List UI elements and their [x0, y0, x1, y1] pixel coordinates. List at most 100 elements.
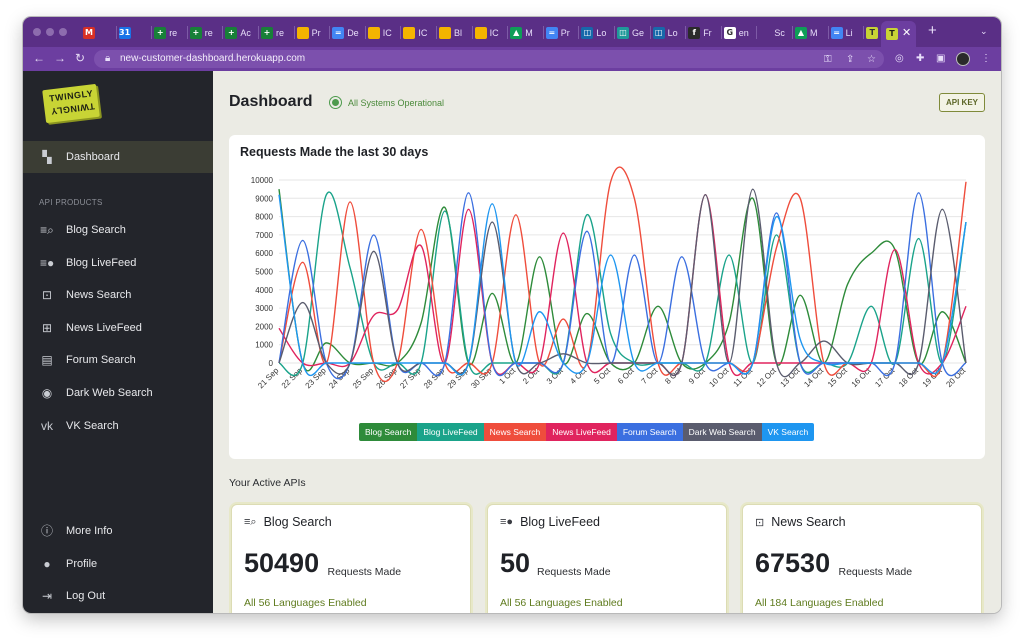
series-line-news-search: [278, 166, 967, 383]
y-tick-label: 4000: [255, 286, 273, 295]
legend-item[interactable]: Forum Search: [616, 423, 683, 441]
sidebar-item-dark-web-search[interactable]: ◉ Dark Web Search: [23, 377, 213, 409]
sheets-icon: +: [154, 27, 167, 39]
legend-item[interactable]: Blog LiveFeed: [417, 423, 484, 441]
extensions-puzzle-icon[interactable]: ✚: [916, 53, 925, 64]
browser-tab[interactable]: ◫ Ge: [617, 25, 644, 41]
legend-item[interactable]: Dark Web Search: [682, 423, 762, 441]
api-card[interactable]: ≡● Blog LiveFeed 50 Requests Made All 56 Lan…: [487, 504, 727, 613]
sidebar-item-dashboard[interactable]: ▚ Dashboard: [23, 141, 213, 173]
x-tick-label: 7 Oct: [640, 366, 660, 386]
api-key-button[interactable]: API KEY: [938, 93, 985, 112]
loop-icon: ◫: [652, 27, 665, 39]
reload-icon[interactable]: ↻: [75, 51, 86, 65]
y-tick-label: 8000: [255, 213, 273, 222]
api-request-count-label: Requests Made: [838, 566, 913, 578]
browser-tab[interactable]: f Fr: [688, 25, 712, 41]
key-icon[interactable]: ⚿: [824, 54, 832, 65]
maximize-window-button[interactable]: [59, 28, 67, 36]
close-window-button[interactable]: [33, 28, 41, 36]
browser-tab[interactable]: ▲ M: [510, 25, 533, 41]
y-tick-label: 0: [269, 359, 274, 368]
x-tick-label: 13 Oct: [779, 366, 803, 390]
avatar[interactable]: [956, 52, 970, 66]
browser-tab[interactable]: IC: [403, 25, 427, 41]
browser-tab[interactable]: ◫ Lo: [652, 25, 678, 41]
browser-tab[interactable]: ◫ Lo: [581, 25, 606, 41]
browser-tab[interactable]: 31: [118, 25, 134, 41]
legend-item[interactable]: Blog Search: [359, 423, 418, 441]
forum-search-icon: ▤: [41, 353, 53, 368]
api-request-count-label: Requests Made: [327, 566, 402, 578]
tab-title: Fr: [703, 28, 712, 38]
browser-tab[interactable]: = De: [332, 25, 359, 41]
sidebar-item-label: VK Search: [66, 419, 119, 432]
address-bar[interactable]: 🔒︎ new-customer-dashboard.herokuapp.com …: [94, 50, 884, 68]
sidebar-item-label: Log Out: [66, 590, 106, 603]
sidebar-item-forum-search[interactable]: ▤ Forum Search: [23, 344, 213, 376]
drive-icon: ▲: [795, 27, 807, 39]
tab-title: Lo: [596, 28, 607, 38]
tab-separator: [329, 26, 331, 39]
sidebar-item-news-livefeed[interactable]: ⊞ News LiveFeed: [23, 312, 213, 344]
browser-tab[interactable]: Pr: [296, 25, 321, 41]
browser-tab[interactable]: M: [83, 25, 98, 41]
x-tick-label: 23 Sep: [303, 366, 328, 391]
browser-tab[interactable]: ▲ M: [795, 25, 818, 41]
browser-tab[interactable]: = Li: [830, 25, 853, 41]
tab-separator: [649, 26, 651, 39]
sidebar-item-profile[interactable]: ● Profile: [23, 548, 213, 580]
twingly-icon: T: [866, 27, 879, 39]
browser-tab[interactable]: = Pr: [545, 25, 570, 41]
sidebar-item-blog-livefeed[interactable]: ≡● Blog LiveFeed: [23, 247, 213, 279]
twingly-icon: T: [886, 28, 898, 40]
api-card[interactable]: ≡⌕ Blog Search 50490 Requests Made All 56 La…: [231, 504, 471, 613]
browser-tab[interactable]: Bl: [439, 25, 462, 41]
forward-icon[interactable]: →: [54, 51, 66, 65]
tab-active[interactable]: T ✕: [881, 21, 916, 47]
requests-line-chart: 0 1000 2000 3000 4000 5000 6000 7000 8000 9000 100…: [251, 166, 968, 391]
dark-web-search-icon: ◉: [41, 386, 53, 400]
sidebar-item-vk-search[interactable]: vk VK Search: [23, 410, 213, 442]
sidebar-item-label: News Search: [66, 289, 132, 302]
sidebar-item-log-out[interactable]: ⇥ Log Out: [23, 580, 213, 612]
docs-icon: =: [545, 27, 558, 39]
legend-item[interactable]: VK Search: [761, 423, 815, 441]
browser-tab[interactable]: Sc: [759, 25, 785, 41]
browser-tab[interactable]: + re: [261, 25, 284, 41]
side-panel-icon[interactable]: ▣: [936, 53, 946, 64]
browser-tab[interactable]: + re: [154, 25, 177, 41]
legend-item[interactable]: News LiveFeed: [546, 423, 617, 441]
slides-icon: [367, 27, 380, 39]
sidebar-item-blog-search[interactable]: ≡⌕ Blog Search: [23, 214, 213, 246]
browser-tab[interactable]: IC: [367, 25, 392, 41]
sidebar-item-news-search[interactable]: ⊡ News Search: [23, 279, 213, 311]
browser-menu-icon[interactable]: ⋮: [981, 53, 991, 64]
twingly-logo[interactable]: TWINGLY TWINGLY: [42, 83, 100, 124]
tab-search-button[interactable]: ⌄: [980, 26, 988, 36]
legend-item[interactable]: News Search: [483, 423, 547, 441]
browser-tab[interactable]: + Ac: [225, 25, 251, 41]
api-languages-enabled: All 184 Languages Enabled: [755, 597, 884, 609]
api-card[interactable]: ⊡ News Search 67530 Requests Made All 184 La…: [742, 504, 982, 613]
bookmark-star-icon[interactable]: ☆: [867, 54, 876, 65]
loop-icon: ◫: [581, 27, 594, 39]
api-card-header: ⊡ News Search: [755, 515, 846, 529]
y-tick-label: 9000: [255, 194, 273, 203]
tab-strip: M 31 + re + re + Ac + re Pr = De IC IC Bl IC ▲ M = Pr ◫ Lo ◫ Ge ◫…: [23, 17, 1001, 47]
browser-tab[interactable]: + re: [189, 25, 213, 41]
tab-separator: [400, 26, 402, 39]
tab-separator: [364, 26, 366, 39]
series-line-news-livefeed: [278, 193, 967, 377]
close-tab-icon[interactable]: ✕: [902, 27, 912, 39]
extension-color-icon[interactable]: ◎: [895, 53, 904, 64]
sidebar-item-more-info[interactable]: ⓘ More Info: [23, 515, 213, 547]
share-icon[interactable]: ⇪: [846, 54, 855, 65]
minimize-window-button[interactable]: [46, 28, 54, 36]
new-tab-button[interactable]: +: [928, 22, 937, 39]
browser-tab[interactable]: IC: [474, 25, 499, 41]
back-icon[interactable]: ←: [33, 51, 45, 65]
browser-window: M 31 + re + re + Ac + re Pr = De IC IC Bl IC ▲ M = Pr ◫ Lo ◫ Ge ◫…: [23, 17, 1001, 613]
gmail-icon: M: [83, 27, 95, 39]
